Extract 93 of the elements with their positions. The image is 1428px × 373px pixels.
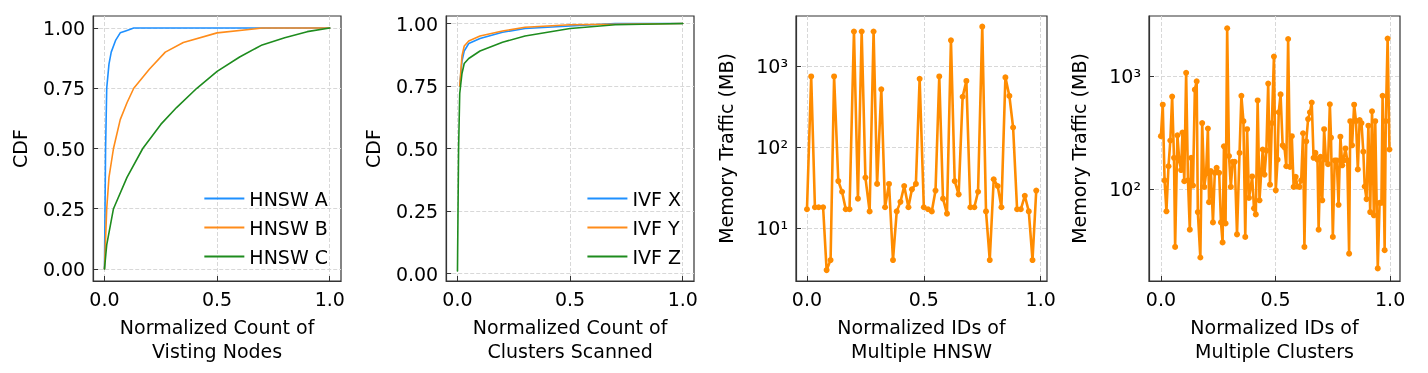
x-tick-label: 0.5 [554,287,586,310]
x-tick-label: 1.0 [314,287,345,310]
point [959,93,966,100]
point [854,195,861,202]
x-tick-label: 0.0 [442,287,473,310]
point [827,257,834,264]
point [986,257,993,264]
y-tick-label: 0.25 [395,200,439,222]
point [835,178,842,185]
point [963,77,970,84]
point [998,204,1005,211]
y-tick-label: 0.00 [395,262,439,285]
legend-label: HNSW A [249,187,328,210]
point [820,204,827,211]
y-tick-label: 0.75 [395,75,439,97]
x-axis-title: Normalized IDs of Multiple HNSW [837,316,1007,362]
point [846,206,853,213]
x-tick-label: 1.0 [1025,287,1056,310]
x-axis-title: Normalized IDs of Multiple Clusters [1190,316,1360,362]
point [874,180,881,187]
x-tick-label: 0.0 [791,287,823,310]
point [994,183,1001,189]
point [905,204,912,211]
line-series [456,22,684,272]
point [1002,74,1009,81]
point [955,191,962,198]
point [866,208,873,215]
y-tick-label: 1.00 [42,17,86,40]
point [983,208,989,215]
x-tick-label: 0.0 [89,287,120,310]
point [990,176,997,183]
point [975,188,982,195]
point [912,180,919,187]
y-tick-label: 10³ [1109,65,1141,88]
legend-label: HNSW C [249,245,328,268]
point [947,37,954,44]
point [932,187,939,194]
x-tick-label: 0.5 [908,287,939,310]
point [951,178,958,185]
y-tick-label: 0.25 [42,197,86,220]
legend-label: IVF Y [632,216,680,239]
y-tick-label: 0.00 [42,257,86,280]
point [803,206,810,213]
y-tick-label: 10³ [756,55,788,78]
x-tick-label: 0.5 [1260,287,1291,310]
point [862,174,869,181]
point [882,204,889,211]
x-axis-title: Normalized Count of Clusters Scanned [472,316,669,362]
point [901,183,908,189]
point [1025,208,1032,215]
y-tick-label: 10² [1109,178,1141,201]
point [916,75,923,82]
legend-label: IVF X [632,187,682,210]
y-tick-label: 10¹ [756,216,788,239]
x-tick-label: 1.0 [667,287,698,310]
point [850,28,857,35]
point [897,198,904,205]
point [893,208,900,215]
x-tick-label: 1.0 [1375,287,1406,310]
point [823,267,830,274]
point [979,23,986,30]
legend-label: HNSW B [249,216,328,239]
point [889,257,896,264]
y-tick-label: 1.00 [395,12,439,35]
point [808,73,815,80]
point [936,73,943,80]
point [839,188,846,195]
y-tick-label: 10² [756,136,788,159]
y-tick-label: 0.50 [395,137,439,160]
y-axis-title: CDF [9,129,31,168]
point [971,204,978,211]
point [1021,192,1028,199]
y-tick-label: 0.75 [42,77,86,100]
point [1033,187,1040,194]
x-axis-title: Normalized Count of Visting Nodes [119,316,316,362]
point [940,195,946,202]
y-axis-title: CDF [362,129,384,168]
y-axis-title: Memory Traffic (MB) [1068,53,1090,244]
legend-label: IVF Z [632,245,682,268]
y-tick-label: 0.50 [42,137,86,160]
x-tick-label: 0.0 [1145,287,1177,310]
y-axis-title: Memory Traffic (MB) [715,53,737,244]
x-tick-label: 0.5 [201,287,233,310]
point [878,86,885,93]
point [943,210,950,217]
point [908,186,915,193]
point [870,28,877,35]
point [1006,92,1013,99]
point [886,180,893,187]
point [1029,257,1036,264]
line-series [103,27,331,270]
point [831,73,838,80]
point [1010,124,1017,131]
